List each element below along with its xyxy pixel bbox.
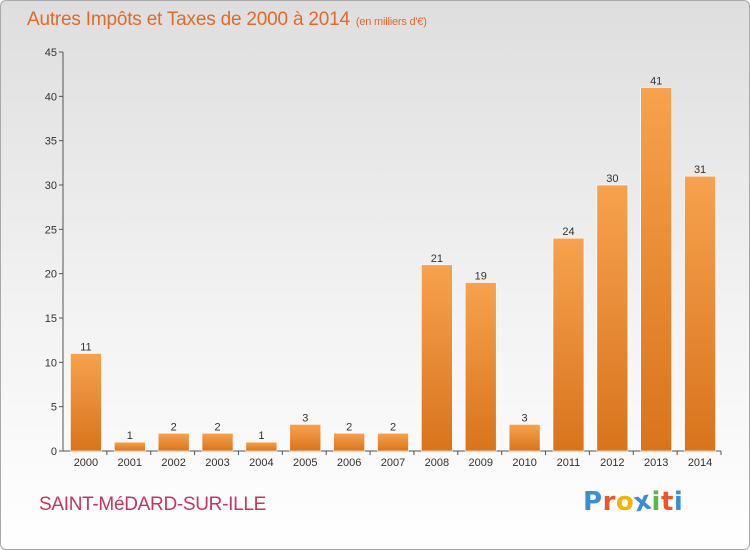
data-label-2014: 31: [694, 164, 706, 176]
bar-2005: [289, 424, 322, 452]
x-tick-label: 2001: [118, 457, 142, 469]
x-tick-label: 2011: [557, 457, 581, 469]
bar-2011: [552, 237, 585, 452]
x-tick-label: 2010: [512, 457, 536, 469]
data-label-2006: 2: [346, 421, 352, 433]
data-label-2013: 41: [650, 75, 662, 87]
bar-2001: [114, 441, 146, 452]
brand-logo-letter: r: [602, 487, 616, 517]
y-tick-label: 45: [45, 47, 57, 59]
brand-logo-letter: t: [660, 487, 674, 517]
x-tick-label: 2013: [644, 457, 668, 469]
bar-2004: [245, 441, 278, 452]
place-name: SAINT-MéDARD-SUR-ILLE: [39, 494, 267, 515]
y-tick-label: 15: [45, 313, 57, 325]
chart-title-text: Autres Impôts et Taxes de 2000 à 2014: [27, 9, 350, 30]
x-tick-label: 2003: [205, 457, 229, 469]
chart-subtitle: (en milliers d'€): [355, 16, 427, 28]
data-label-2008: 21: [431, 253, 443, 265]
bar-2010: [508, 424, 541, 452]
brand-logo-letter: P: [583, 487, 603, 517]
bar-2012: [596, 184, 629, 452]
brand-logo: Proxiti: [583, 486, 684, 519]
y-tick-label: 40: [45, 91, 57, 103]
x-tick-label: 2004: [249, 457, 273, 469]
x-tick-label: 2002: [161, 457, 185, 469]
chart-title: Autres Impôts et Taxes de 2000 à 2014 (en…: [27, 9, 427, 31]
data-label-2003: 2: [214, 421, 220, 433]
y-tick-label: 30: [45, 180, 57, 192]
bar-2009: [464, 282, 497, 452]
x-tick-label: 2009: [468, 457, 492, 469]
y-tick-label: 20: [45, 269, 57, 281]
data-label-2010: 3: [522, 412, 528, 424]
data-label-2012: 30: [606, 173, 618, 185]
bar-2006: [333, 432, 365, 452]
data-label-2001: 1: [127, 430, 133, 442]
x-tick-label: 2014: [688, 457, 712, 469]
y-axis: 0 5 10 15 20 25 30 35 40 45: [45, 47, 64, 458]
data-label-2007: 2: [390, 421, 396, 433]
x-tick-label: 2008: [425, 457, 449, 469]
brand-logo-letter: i: [651, 487, 661, 517]
data-label-2000: 11: [80, 341, 91, 353]
y-tick-label: 35: [45, 136, 57, 148]
data-label-2011: 24: [562, 226, 574, 238]
bar-2007: [377, 432, 409, 452]
x-tick-label: 2012: [600, 457, 624, 469]
bar-2002: [157, 432, 190, 452]
bar-2000: [70, 353, 102, 452]
data-label-2005: 3: [302, 412, 308, 424]
bar-2003: [201, 432, 234, 452]
data-label-2009: 19: [475, 271, 487, 283]
x-tick-label: 2005: [293, 457, 317, 469]
data-label-2002: 2: [171, 421, 177, 433]
x-tick-label: 2000: [74, 457, 98, 469]
bar-2008: [421, 264, 453, 452]
x-axis: 2000 2001 2002 2003 2004 2005 2006 2007 2008 2009…: [63, 450, 722, 469]
bar-2013: [640, 87, 673, 452]
brand-logo-letter: i: [673, 487, 684, 517]
y-tick-label: 10: [45, 357, 57, 369]
bar-2014: [684, 175, 716, 452]
x-tick-label: 2007: [381, 457, 405, 469]
brand-logo-letter: o: [615, 487, 635, 517]
y-tick-label: 0: [51, 446, 57, 458]
data-label-2004: 1: [258, 430, 264, 442]
y-tick-label: 5: [51, 402, 57, 414]
y-tick-label: 25: [45, 224, 57, 236]
x-tick-label: 2006: [337, 457, 361, 469]
